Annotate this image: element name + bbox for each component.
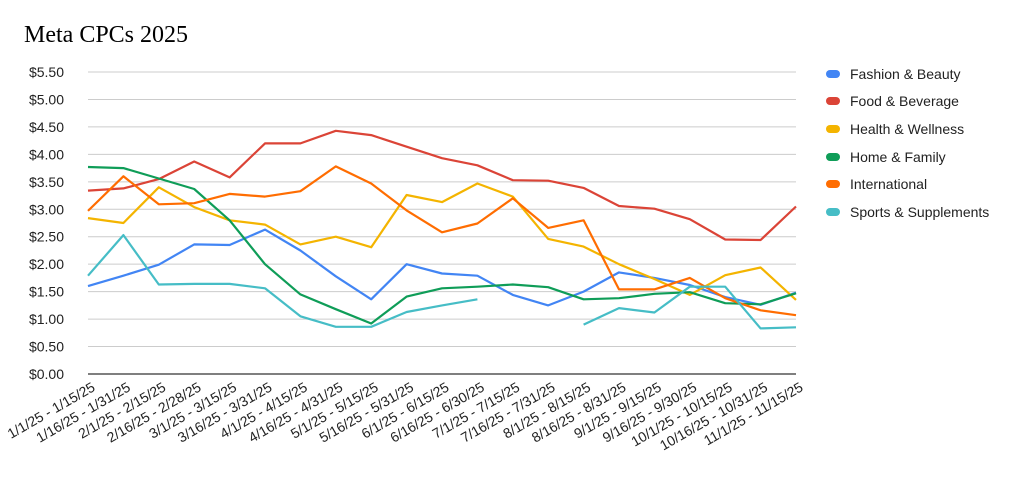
- x-axis-labels: 1/1/25 - 1/15/251/16/25 - 1/31/252/1/25 …: [5, 379, 806, 454]
- y-tick-label: $5.50: [29, 64, 64, 80]
- grid-lines: [88, 71, 796, 375]
- legend-item: Health & Wellness: [826, 115, 989, 143]
- legend-swatch: [826, 124, 840, 133]
- y-tick-label: $0.00: [29, 366, 64, 382]
- legend-label: Home & Family: [850, 148, 946, 165]
- legend-label: Health & Wellness: [850, 120, 965, 137]
- series-lines: [87, 129, 797, 330]
- legend-swatch: [826, 207, 840, 216]
- legend-label: Sports & Supplements: [850, 203, 990, 220]
- y-tick-label: $5.00: [29, 91, 64, 107]
- y-tick-label: $2.50: [29, 229, 64, 245]
- y-tick-label: $3.50: [29, 174, 64, 190]
- legend: Fashion & Beauty Food & Beverage Health & …: [826, 60, 989, 226]
- series-line-food-beverage: [87, 129, 797, 242]
- legend-item: Fashion & Beauty: [826, 60, 989, 88]
- legend-label: Fashion & Beauty: [850, 65, 961, 82]
- legend-swatch: [826, 69, 840, 78]
- y-tick-label: $2.00: [29, 256, 64, 272]
- y-tick-label: $0.50: [29, 339, 64, 355]
- legend-swatch: [826, 180, 840, 189]
- y-tick-label: $3.00: [29, 201, 64, 217]
- legend-item: Food & Beverage: [826, 88, 989, 116]
- y-tick-label: $1.50: [29, 284, 64, 300]
- legend-label: International: [850, 176, 928, 193]
- legend-item: International: [826, 170, 989, 198]
- y-tick-label: $4.00: [29, 146, 64, 162]
- legend-swatch: [826, 97, 840, 106]
- y-axis-labels: $0.00 $0.50 $1.00 $1.50 $2.00 $2.50 $3.00 $3.50…: [29, 64, 64, 382]
- y-tick-label: $1.00: [29, 311, 64, 327]
- series-line-international: [87, 165, 797, 317]
- legend-swatch: [826, 152, 840, 161]
- chart-title: Meta CPCs 2025: [24, 22, 189, 48]
- y-tick-label: $4.50: [29, 119, 64, 135]
- legend-item: Home & Family: [826, 143, 989, 171]
- legend-item: Sports & Supplements: [826, 198, 989, 226]
- series-line-health-wellness: [87, 182, 797, 301]
- legend-label: Food & Beverage: [850, 93, 959, 110]
- series-line-sports-supplements: [87, 234, 797, 330]
